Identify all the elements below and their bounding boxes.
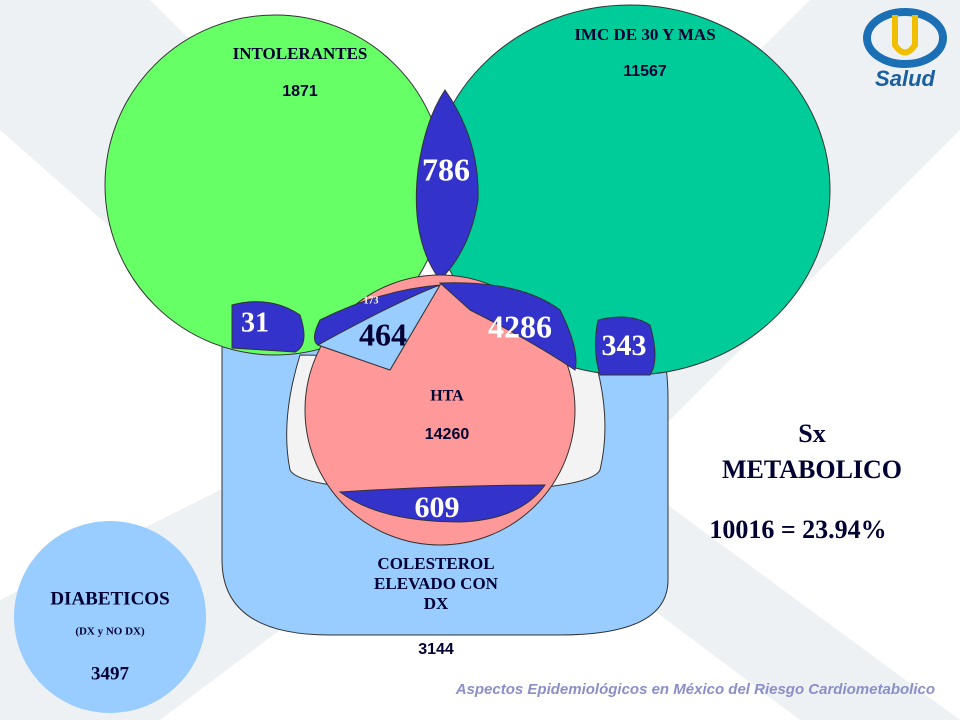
metabolic-title: Sx METABOLICO <box>722 419 902 484</box>
logo: Salud <box>863 8 947 91</box>
label-line: COLESTEROL <box>377 554 494 573</box>
metabolic-total: 10016 = 23.94% <box>709 515 886 544</box>
intersection-count: 786 <box>422 151 470 187</box>
set-label: INTOLERANTES <box>233 44 368 63</box>
intersection-count: 609 <box>415 491 460 524</box>
intersection-count: 343 <box>602 329 647 362</box>
region-343 <box>594 316 656 376</box>
title-line: METABOLICO <box>722 455 902 484</box>
logo-text: Salud <box>875 66 935 91</box>
set-count: 11567 <box>623 63 667 80</box>
set-count: 14260 <box>425 426 470 443</box>
region-173 <box>316 284 442 371</box>
title-line: Sx <box>798 419 825 448</box>
intersection-count: 4286 <box>488 308 552 344</box>
footer: Aspectos Epidemiológicos en México del R… <box>455 681 935 698</box>
set-count: 3144 <box>418 641 454 658</box>
set-count: 1871 <box>282 83 318 100</box>
region-609 <box>338 484 546 523</box>
set-label: IMC DE 30 Y MAS <box>574 25 715 44</box>
diabeticos-circle <box>14 521 206 713</box>
label-line: ELEVADO CON <box>374 574 499 593</box>
logo-u <box>892 15 918 56</box>
set-label: COLESTEROL ELEVADO CON DX <box>374 554 499 613</box>
logo-ring <box>863 8 947 68</box>
intersection-count: 464 <box>359 316 407 352</box>
set-count: 3497 <box>91 663 130 684</box>
region-31 <box>231 301 305 353</box>
set-label: HTA <box>430 388 464 405</box>
set-sublabel: (DX y NO DX) <box>75 626 145 638</box>
intersection-count: 31 <box>241 307 269 338</box>
intersection-count: 173 <box>364 295 379 306</box>
region-4286 <box>438 282 577 371</box>
label-line: DX <box>424 594 449 613</box>
set-label: DIABETICOS <box>50 588 169 609</box>
